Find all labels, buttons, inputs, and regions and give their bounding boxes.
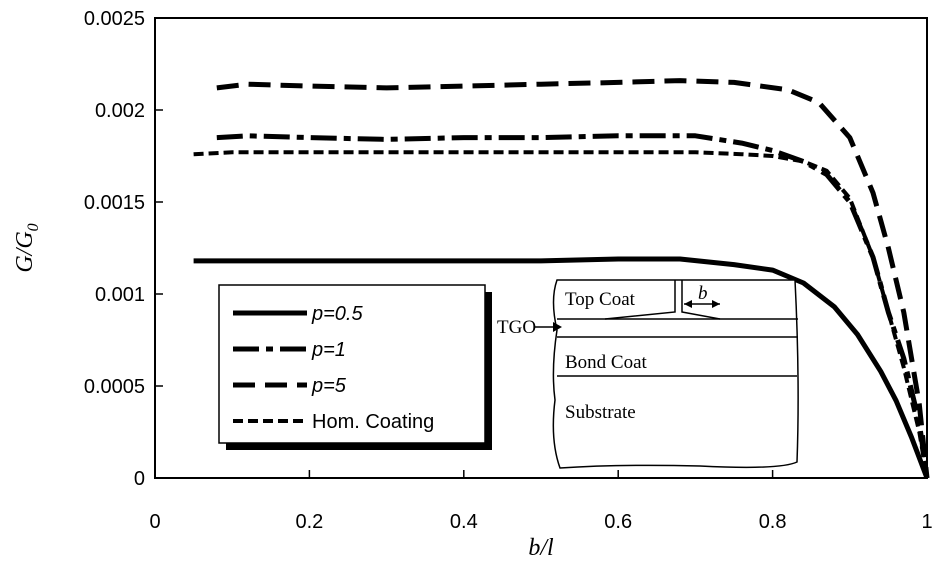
y-axis-title-subscript: 0 bbox=[25, 223, 42, 231]
x-tick-label: 0.8 bbox=[759, 511, 787, 533]
inset-crack bbox=[604, 280, 721, 320]
y-axis-title-main: G/G bbox=[12, 231, 38, 272]
inset-label-b: b bbox=[698, 283, 708, 304]
series-layer bbox=[193, 78, 930, 479]
x-tick-label: 0.4 bbox=[450, 511, 478, 533]
legend-label-1: p=0.5 bbox=[311, 303, 363, 325]
legend: p=0.5 p=1 p=5 Hom. Coating bbox=[218, 284, 492, 450]
x-tick-label: 0.2 bbox=[295, 511, 323, 533]
legend-label-4: Hom. Coating bbox=[312, 411, 434, 433]
y-tick-label: 0.0015 bbox=[84, 192, 145, 214]
inset-schematic: Top Coat b TGO Bond Coat Substrate bbox=[497, 279, 799, 469]
legend-items: p=0.5 p=1 p=5 Hom. Coating bbox=[233, 303, 434, 433]
y-tick-label: 0.002 bbox=[95, 100, 145, 122]
x-tick-label: 0 bbox=[149, 511, 160, 533]
y-tick-label: 0.0025 bbox=[84, 8, 145, 30]
legend-label-2: p=1 bbox=[311, 339, 346, 361]
series-line-4 bbox=[193, 150, 929, 479]
y-tick-marks bbox=[155, 17, 163, 479]
inset-crack-arrowhead-left bbox=[684, 300, 692, 308]
x-tick-marks bbox=[154, 470, 928, 478]
legend-label-3: p=5 bbox=[311, 375, 347, 397]
inset-label-bond-coat: Bond Coat bbox=[565, 352, 648, 373]
x-tick-labels: 0 0.2 0.4 0.6 0.8 1 bbox=[149, 511, 932, 533]
inset-label-top-coat: Top Coat bbox=[565, 289, 636, 310]
series-line-3 bbox=[216, 78, 930, 479]
y-tick-label: 0 bbox=[134, 468, 145, 490]
inset-outline bbox=[552, 279, 799, 469]
x-tick-label: 1 bbox=[921, 511, 932, 533]
y-tick-labels: 0 0.0005 0.001 0.0015 0.002 0.0025 bbox=[84, 8, 145, 490]
inset-label-substrate: Substrate bbox=[565, 402, 636, 423]
x-tick-label: 0.6 bbox=[604, 511, 632, 533]
x-axis-title: b/l bbox=[528, 535, 554, 561]
inset-label-tgo: TGO bbox=[497, 317, 536, 338]
inset-crack-arrowhead-right bbox=[712, 300, 720, 308]
y-tick-label: 0.0005 bbox=[84, 376, 145, 398]
inset-tgo-arrowhead bbox=[553, 322, 562, 332]
series-line-1 bbox=[193, 256, 930, 479]
y-axis-title: G/G0 bbox=[12, 223, 42, 272]
plot-frame bbox=[154, 17, 928, 479]
y-tick-label: 0.001 bbox=[95, 284, 145, 306]
